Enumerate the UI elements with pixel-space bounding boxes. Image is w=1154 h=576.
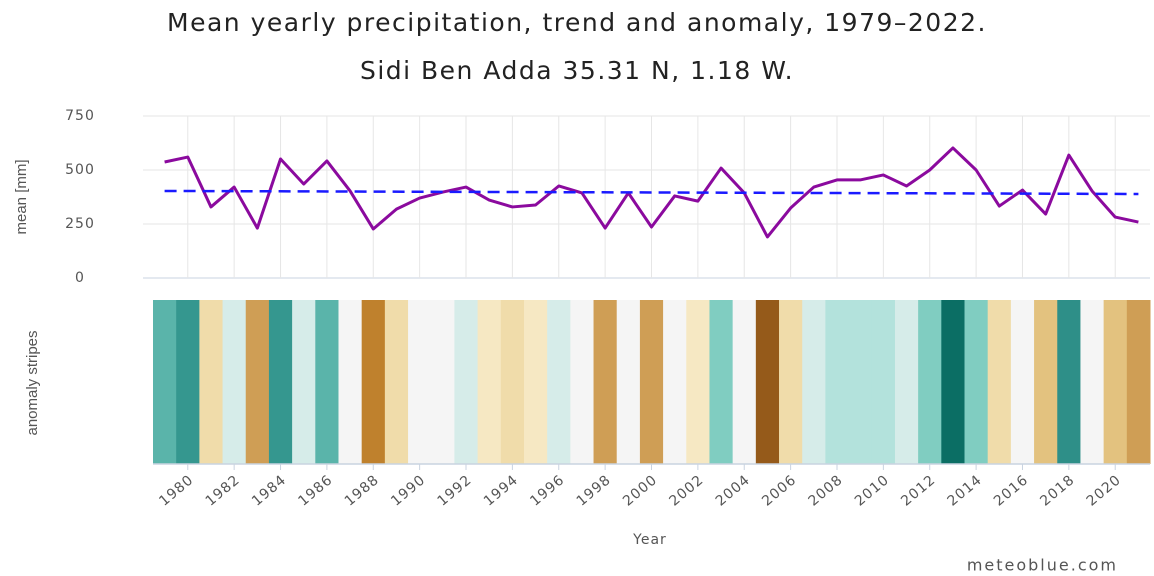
anomaly-stripe [176,300,200,464]
x-tick-label: 1988 [342,472,383,510]
anomaly-stripe [1034,300,1058,464]
x-tick-label: 2014 [945,472,986,510]
x-tick-label: 1998 [574,472,615,510]
anomaly-stripe [384,300,409,464]
anomaly-stripe [941,300,966,464]
y-axis-label: mean [mm] [13,159,30,234]
anomaly-stripe [1010,300,1035,464]
x-tick-label: 2020 [1084,472,1125,510]
anomaly-stripe [268,300,293,464]
anomaly-stripe [663,300,687,464]
y-tick-label: 0 [75,270,85,286]
anomaly-stripe [570,300,595,464]
x-tick-label: 1982 [203,472,244,510]
precipitation-line [164,146,1139,239]
x-tick-label: 2018 [1037,472,1078,510]
anomaly-stripe [871,300,896,464]
x-axis-label: Year [632,532,667,548]
chart-subtitle: Sidi Ben Adda 35.31 N, 1.18 W. [360,56,794,85]
x-tick-label: 1984 [249,472,290,510]
stripes-label: anomaly stripes [24,330,41,435]
x-tick-label: 1994 [481,472,522,510]
x-tick-label: 1990 [388,472,429,510]
anomaly-stripe [454,300,479,464]
y-tick-label: 250 [65,216,95,232]
anomaly-stripe [408,300,432,464]
anomaly-stripe [245,300,270,464]
anomaly-stripe [616,300,641,464]
x-tick-label: 2012 [898,472,939,510]
anomaly-stripe [338,300,363,464]
x-tick-label: 2004 [713,472,754,510]
anomaly-stripe [639,300,664,464]
anomaly-stripe [593,300,618,464]
anomaly-stripe [500,300,525,464]
anomaly-stripe [1103,300,1128,464]
anomaly-stripe [709,300,734,464]
anomaly-stripe [222,300,247,464]
credit: meteoblue.com [967,556,1118,575]
anomaly-stripe [1126,300,1151,464]
x-tick-label: 2002 [666,472,707,510]
x-tick-label: 1980 [156,472,197,510]
anomaly-stripe [779,300,803,464]
anomaly-stripe [755,300,780,464]
anomaly-stripe [153,300,177,464]
anomaly-stripe [477,300,502,464]
anomaly-stripe [732,300,757,464]
x-tick-label: 2008 [805,472,846,510]
anomaly-stripe [292,300,316,464]
x-tick-label: 2000 [620,472,661,510]
anomaly-stripe [547,300,571,464]
anomaly-stripe [686,300,710,464]
anomaly-stripe [1057,300,1081,464]
anomaly-stripe [825,300,850,464]
x-tick-label: 2010 [852,472,893,510]
y-tick-label: 750 [65,108,95,124]
anomaly-stripe [523,300,548,464]
anomaly-stripe [918,300,942,464]
anomaly-stripe [199,300,224,464]
anomaly-stripe [431,300,455,464]
anomaly-stripe [1080,300,1105,464]
anomaly-stripe [848,300,873,464]
anomaly-stripe [964,300,989,464]
anomaly-stripe [802,300,826,464]
anomaly-stripe [315,300,339,464]
anomaly-stripe [987,300,1012,464]
x-tick-label: 1992 [435,472,476,510]
y-tick-label: 500 [65,162,95,178]
anomaly-stripe [894,300,919,464]
x-tick-label: 1986 [295,472,336,510]
anomaly-stripe [361,300,386,464]
x-tick-label: 2006 [759,472,800,510]
trend-line [164,189,1139,196]
chart-title: Mean yearly precipitation, trend and ano… [167,8,987,37]
x-tick-label: 2016 [991,472,1032,510]
x-tick-label: 1996 [527,472,568,510]
